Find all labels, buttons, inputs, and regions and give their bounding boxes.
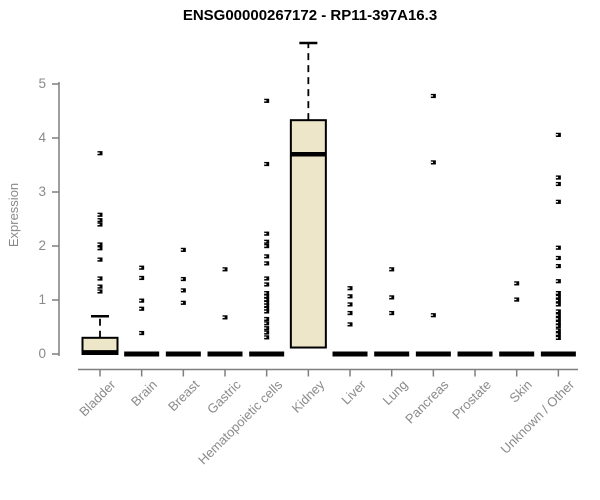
outlier-point-hematopoietic-cells bbox=[264, 239, 270, 244]
outlier-point-unknown-other bbox=[555, 290, 561, 296]
outlier-point-liver bbox=[347, 286, 353, 291]
outlier-point-bladder bbox=[97, 257, 103, 262]
outlier-point-unknown-other bbox=[555, 263, 561, 269]
outlier-point-lung bbox=[389, 267, 395, 272]
outlier-point-hematopoietic-cells bbox=[264, 309, 270, 314]
outlier-point-bladder bbox=[97, 284, 103, 289]
outlier-point-hematopoietic-cells bbox=[264, 330, 270, 335]
outlier-point-unknown-other bbox=[555, 302, 561, 307]
outlier-point-breast bbox=[180, 247, 186, 252]
outlier-point-unknown-other bbox=[555, 328, 561, 333]
outlier-point-hematopoietic-cells bbox=[264, 276, 270, 281]
outlier-point-skin bbox=[514, 297, 520, 302]
zero-bar-gastric bbox=[207, 351, 243, 357]
y-tick-label: 3 bbox=[38, 184, 46, 199]
y-tick-label: 4 bbox=[38, 130, 46, 145]
outlier-point-bladder bbox=[97, 289, 103, 294]
outlier-point-bladder bbox=[97, 151, 103, 156]
outlier-point-unknown-other bbox=[555, 199, 561, 204]
outlier-point-breast bbox=[180, 288, 186, 293]
outlier-point-brain bbox=[139, 275, 145, 281]
outlier-point-hematopoietic-cells bbox=[264, 244, 270, 249]
box-kidney bbox=[289, 119, 327, 349]
outlier-point-unknown-other bbox=[555, 245, 561, 250]
outlier-point-unknown-other bbox=[555, 298, 561, 303]
y-tick-label: 5 bbox=[38, 76, 46, 91]
zero-bar-skin bbox=[499, 351, 535, 357]
zero-bar-liver bbox=[332, 351, 368, 357]
outlier-point-brain bbox=[139, 306, 145, 311]
outlier-point-hematopoietic-cells bbox=[264, 326, 270, 331]
outlier-point-unknown-other bbox=[555, 279, 561, 284]
outlier-point-brain bbox=[139, 265, 145, 270]
outlier-point-bladder bbox=[97, 276, 103, 281]
y-tick-label: 2 bbox=[38, 238, 46, 253]
outlier-point-hematopoietic-cells bbox=[264, 161, 270, 167]
outlier-point-hematopoietic-cells bbox=[264, 282, 270, 287]
zero-bar-brain bbox=[124, 351, 160, 357]
outlier-point-unknown-other bbox=[555, 175, 561, 180]
zero-bar-unknown-other bbox=[540, 351, 576, 357]
chart-title: ENSG00000267172 - RP11-397A16.3 bbox=[182, 7, 438, 24]
outlier-point-unknown-other bbox=[555, 332, 561, 337]
outlier-point-lung bbox=[389, 295, 395, 300]
outlier-point-unknown-other bbox=[555, 323, 561, 329]
outlier-point-breast bbox=[180, 276, 186, 282]
outlier-point-unknown-other bbox=[555, 313, 561, 318]
outlier-point-bladder bbox=[97, 242, 103, 247]
zero-bar-hematopoietic-cells bbox=[249, 351, 285, 357]
outlier-point-lung bbox=[389, 310, 395, 316]
outlier-point-unknown-other bbox=[555, 294, 561, 299]
outlier-point-unknown-other bbox=[555, 320, 561, 325]
outlier-point-liver bbox=[347, 302, 353, 307]
outlier-point-hematopoietic-cells bbox=[264, 231, 270, 236]
outlier-point-skin bbox=[514, 281, 520, 286]
outlier-point-hematopoietic-cells bbox=[264, 290, 270, 296]
outlier-point-hematopoietic-cells bbox=[264, 294, 270, 299]
outlier-point-hematopoietic-cells bbox=[264, 321, 270, 326]
outlier-point-unknown-other bbox=[555, 309, 561, 314]
zero-bar-lung bbox=[374, 351, 410, 357]
y-tick-label: 0 bbox=[38, 346, 46, 361]
outlier-point-brain bbox=[139, 298, 145, 303]
outlier-point-bladder bbox=[97, 246, 103, 251]
outlier-point-hematopoietic-cells bbox=[264, 303, 270, 308]
zero-bar-breast bbox=[165, 351, 201, 357]
outlier-point-unknown-other bbox=[555, 132, 561, 137]
outlier-point-hematopoietic-cells bbox=[264, 316, 270, 322]
outlier-point-hematopoietic-cells bbox=[264, 297, 270, 302]
outlier-point-unknown-other bbox=[555, 335, 561, 340]
outlier-point-hematopoietic-cells bbox=[264, 98, 270, 103]
outlier-point-gastric bbox=[222, 267, 228, 272]
outlier-point-pancreas bbox=[430, 313, 436, 318]
outlier-point-hematopoietic-cells bbox=[264, 300, 270, 305]
y-tick-label: 1 bbox=[38, 292, 46, 307]
zero-bar-prostate bbox=[457, 351, 493, 357]
outlier-point-unknown-other bbox=[555, 181, 561, 187]
outlier-point-liver bbox=[347, 310, 353, 316]
outlier-point-liver bbox=[347, 294, 353, 299]
outlier-point-gastric bbox=[222, 315, 228, 320]
outlier-point-hematopoietic-cells bbox=[264, 335, 270, 340]
outlier-point-hematopoietic-cells bbox=[264, 306, 270, 311]
outlier-point-bladder bbox=[97, 218, 103, 223]
outlier-point-breast bbox=[180, 300, 186, 305]
outlier-point-brain bbox=[139, 330, 145, 336]
outlier-point-bladder bbox=[97, 222, 103, 227]
outlier-point-hematopoietic-cells bbox=[264, 261, 270, 266]
outlier-point-unknown-other bbox=[555, 255, 561, 261]
zero-bar-pancreas bbox=[415, 351, 451, 357]
outlier-point-unknown-other bbox=[555, 316, 561, 322]
outlier-point-pancreas bbox=[430, 93, 436, 99]
outlier-point-hematopoietic-cells bbox=[264, 254, 270, 259]
outlier-point-liver bbox=[347, 322, 353, 327]
outlier-point-pancreas bbox=[430, 160, 436, 165]
outlier-point-bladder bbox=[97, 212, 103, 217]
